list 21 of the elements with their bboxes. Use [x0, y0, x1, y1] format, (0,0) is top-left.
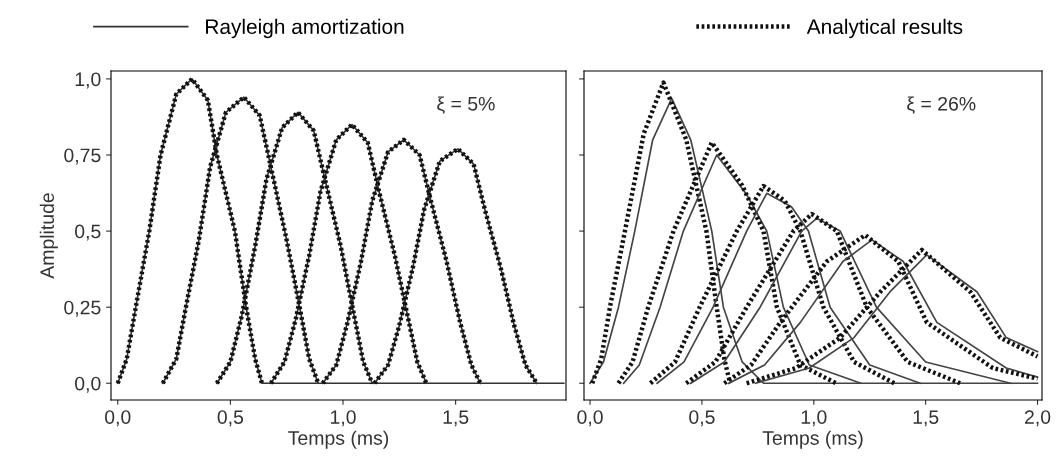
y-tick-label: 0,25 — [64, 300, 101, 317]
x-axis-title: Temps (ms) — [762, 430, 863, 449]
y-tick-label: 1,0 — [75, 72, 101, 89]
y-tick-label: 0,5 — [75, 224, 101, 241]
x-tick-label: 0,5 — [689, 410, 715, 427]
x-tick-label: 1,0 — [801, 410, 827, 427]
annotation: ξ = 26% — [907, 96, 976, 114]
x-tick-label: 0,5 — [217, 410, 244, 427]
annotation: ξ = 5% — [437, 96, 495, 114]
x-tick-label: 1,5 — [443, 410, 469, 427]
legend-label: Analytical results — [806, 18, 963, 39]
x-tick-label: 1,0 — [330, 410, 356, 427]
x-tick-label: 2,0 — [1024, 410, 1051, 427]
legend-label: Rayleigh amortization — [206, 18, 404, 39]
x-tick-label: 0,0 — [577, 410, 603, 427]
x-axis-title: Temps (ms) — [288, 430, 389, 449]
x-tick-label: 1,5 — [913, 410, 939, 427]
y-tick-label: 0,75 — [64, 148, 101, 165]
y-tick-label: 0,0 — [75, 376, 101, 393]
y-axis-title: Amplitude — [39, 193, 58, 279]
x-tick-label: 0,0 — [105, 410, 131, 427]
